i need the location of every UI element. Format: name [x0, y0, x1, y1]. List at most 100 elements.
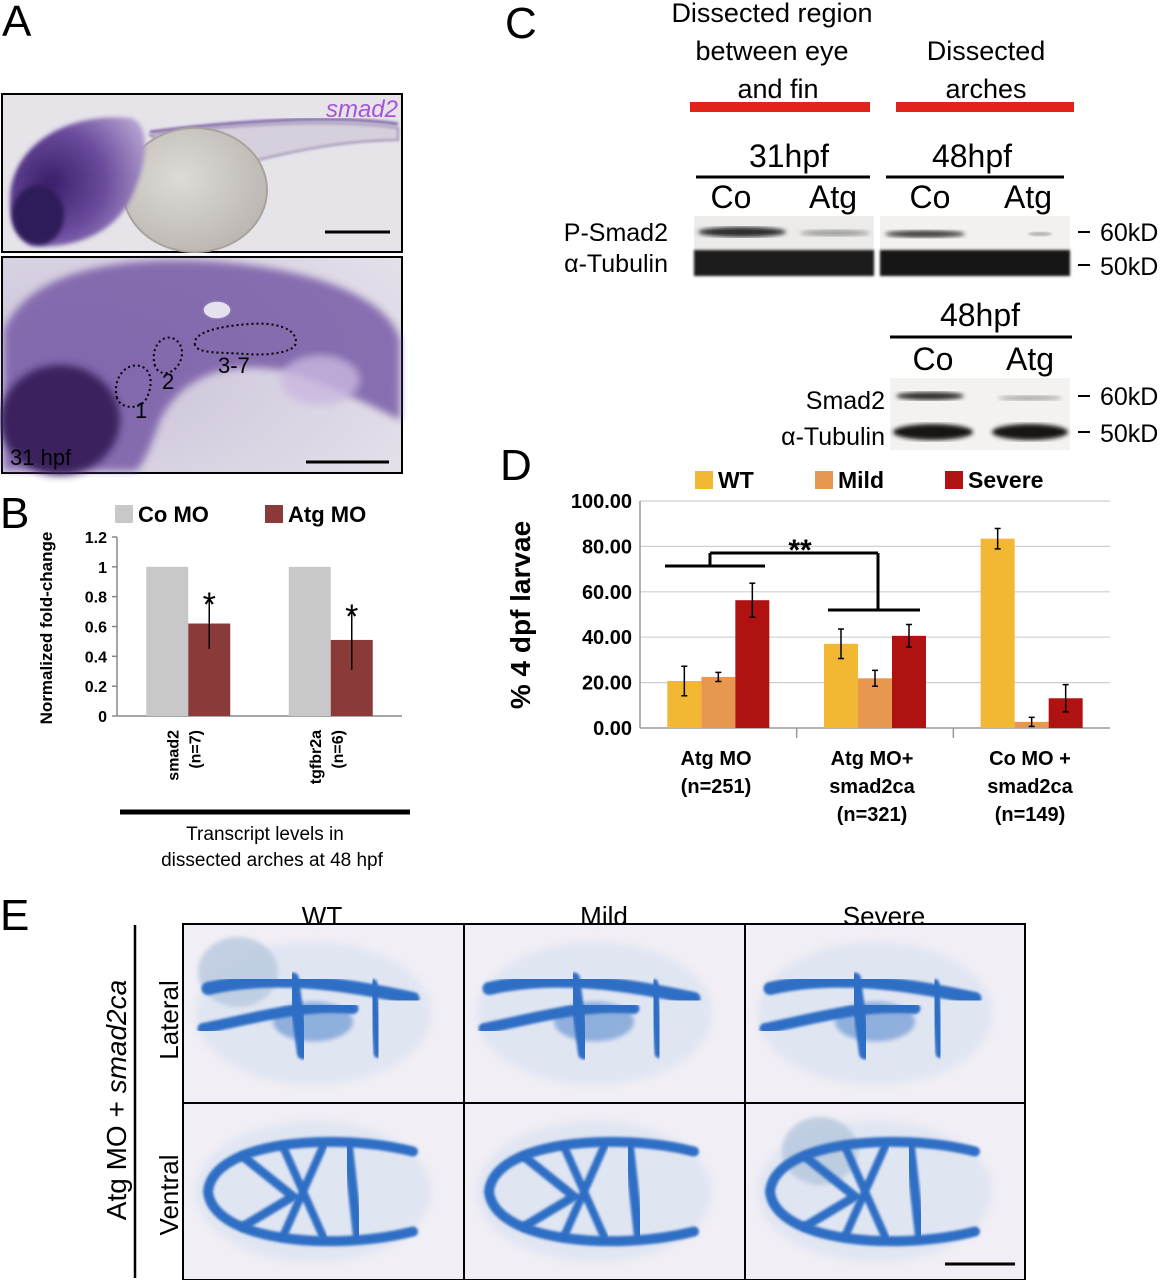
western-blot-31hpf	[694, 216, 874, 276]
cartilage-image-ventral-wt	[182, 1102, 465, 1280]
cartilage-image-lateral-mild	[463, 923, 746, 1104]
group-label-3-line-2: smad2ca	[987, 776, 1073, 798]
mw-markers-1: 60kD 50kD	[1078, 219, 1158, 281]
side-label: Atg MO + smad2ca	[101, 980, 132, 1220]
legend-swatch-severe	[945, 471, 963, 489]
panel-d-legend: WT Mild Severe	[695, 467, 1043, 493]
panel-d-letter: D	[500, 441, 532, 490]
lane-atg-1: Atg	[809, 179, 857, 215]
arch-label-3-7: 3-7	[218, 353, 250, 378]
row-label-lateral: Lateral	[154, 980, 184, 1060]
y-tick-label: 20.00	[582, 673, 632, 695]
row-label-tubulin-1: α-Tubulin	[564, 250, 668, 278]
caption-line-2: dissected arches at 48 hpf	[161, 850, 384, 871]
legend-swatch-atg-mo	[265, 505, 283, 523]
x-category-label: tgfbr2a	[308, 730, 325, 784]
group-label-1-line-1: Atg MO	[680, 748, 751, 770]
y-tick-label: 80.00	[582, 536, 632, 558]
mw-50kd-1: 50kD	[1100, 253, 1158, 281]
legend-swatch-co-mo	[115, 505, 133, 523]
row-label-psmad2: P-Smad2	[564, 219, 668, 247]
x-category-label: smad2	[165, 730, 182, 781]
x-category-label: (n=6)	[330, 730, 347, 769]
panel-b-chart: 0 0.2 0.4 0.6 0.8 1 1.2 * smad2 (n=7) * tgfbr2a (n=6…	[85, 530, 402, 784]
mw-60kd-1: 60kD	[1100, 219, 1158, 247]
legend-swatch-wt	[695, 471, 713, 489]
panel-d-group-labels: Atg MO (n=251) Atg MO+ smad2ca (n=321) C…	[680, 748, 1073, 826]
panel-b-caption: Transcript levels in dissected arches at…	[120, 809, 410, 871]
bar-co-mo	[146, 566, 189, 716]
panel-b-ylabel: Normalized fold-change	[37, 532, 56, 725]
panel-e-letter: E	[0, 891, 29, 940]
region2-line2: arches	[945, 74, 1026, 104]
legend-label-wt: WT	[718, 467, 754, 493]
significance-label: **	[788, 534, 812, 567]
legend-label-atg-mo: Atg MO	[288, 502, 366, 527]
region1-bar	[690, 102, 870, 112]
y-tick-label: 60.00	[582, 582, 632, 604]
bar-co-mo	[288, 566, 331, 716]
row-label-smad2: Smad2	[806, 387, 885, 415]
panel-c-lower-headers: 48hpf Co Atg Smad2 α-Tubulin	[781, 297, 1072, 451]
group-label-1-line-2: (n=251)	[681, 776, 752, 798]
arch-label-2: 2	[162, 369, 174, 394]
cartilage-image-ventral-mild	[463, 1102, 746, 1280]
y-tick-label: 0.6	[85, 620, 107, 637]
western-blot-smad2	[890, 378, 1070, 450]
legend-label-severe: Severe	[968, 467, 1043, 493]
legend-label-mild: Mild	[838, 467, 884, 493]
region1-line2: between eye	[695, 36, 848, 66]
stage-48hpf-1: 48hpf	[932, 138, 1012, 174]
caption-line-1: Transcript levels in	[186, 824, 344, 845]
stage-31hpf: 31hpf	[749, 138, 829, 174]
row-label-tubulin-2: α-Tubulin	[781, 423, 885, 451]
western-blot-48hpf	[880, 216, 1070, 276]
arch-label-1: 1	[135, 398, 147, 423]
significance-star: *	[203, 586, 216, 624]
lane-co-1: Co	[711, 179, 752, 215]
panel-b-legend: Co MO Atg MO	[115, 502, 366, 527]
bar-severe	[735, 600, 770, 728]
y-tick-label: 1.2	[85, 530, 107, 547]
lane-co-2: Co	[910, 179, 951, 215]
group-label-2-line-1: Atg MO+	[831, 748, 914, 770]
x-category-label: (n=7)	[187, 730, 204, 769]
group-label-2-line-3: (n=321)	[837, 804, 908, 826]
lane-atg-2: Atg	[1004, 179, 1052, 215]
significance-bracket: **	[665, 534, 920, 612]
y-tick-label: 1	[98, 560, 107, 577]
group-label-3-line-1: Co MO +	[989, 748, 1071, 770]
group-label-2-line-2: smad2ca	[829, 776, 915, 798]
mw-60kd-2: 60kD	[1100, 383, 1158, 411]
y-tick-label: 0.8	[85, 590, 107, 607]
legend-label-co-mo: Co MO	[138, 502, 209, 527]
region2-bar	[896, 102, 1074, 112]
y-tick-label: 0.4	[85, 649, 107, 666]
panel-d-chart: 0.00 20.00 40.00 60.00 80.00 100.00	[571, 491, 1110, 740]
y-tick-label: 100.00	[571, 491, 632, 513]
panel-c-letter: C	[505, 0, 537, 48]
cartilage-stain-grid	[182, 923, 1026, 1280]
cartilage-image-lateral-severe	[744, 923, 1026, 1104]
cartilage-image-lateral-wt	[182, 923, 465, 1104]
y-tick-label: 0.00	[593, 718, 632, 740]
panel-b-letter: B	[0, 489, 29, 538]
gene-label: smad2	[326, 96, 398, 123]
y-tick-label: 0	[98, 709, 107, 726]
panel-a-bottom-image: 1 2 3-7 31 hpf	[0, 256, 403, 475]
panel-a-letter: A	[2, 0, 32, 46]
panel-d-ylabel: % 4 dpf larvae	[505, 521, 536, 709]
lane-atg-3: Atg	[1006, 341, 1054, 377]
legend-swatch-mild	[815, 471, 833, 489]
panel-c-headers: Dissected region between eye and fin Dis…	[564, 0, 1074, 278]
mw-markers-2: 60kD 50kD	[1078, 383, 1158, 448]
stage-label: 31 hpf	[10, 445, 72, 470]
y-tick-label: 40.00	[582, 627, 632, 649]
region1-line3: and fin	[737, 74, 818, 104]
stage-48hpf-2: 48hpf	[940, 297, 1020, 333]
bar-wt	[980, 538, 1015, 728]
mw-50kd-2: 50kD	[1100, 420, 1158, 448]
bar-severe	[892, 635, 926, 728]
panel-a-top-image: smad2	[1, 93, 403, 253]
